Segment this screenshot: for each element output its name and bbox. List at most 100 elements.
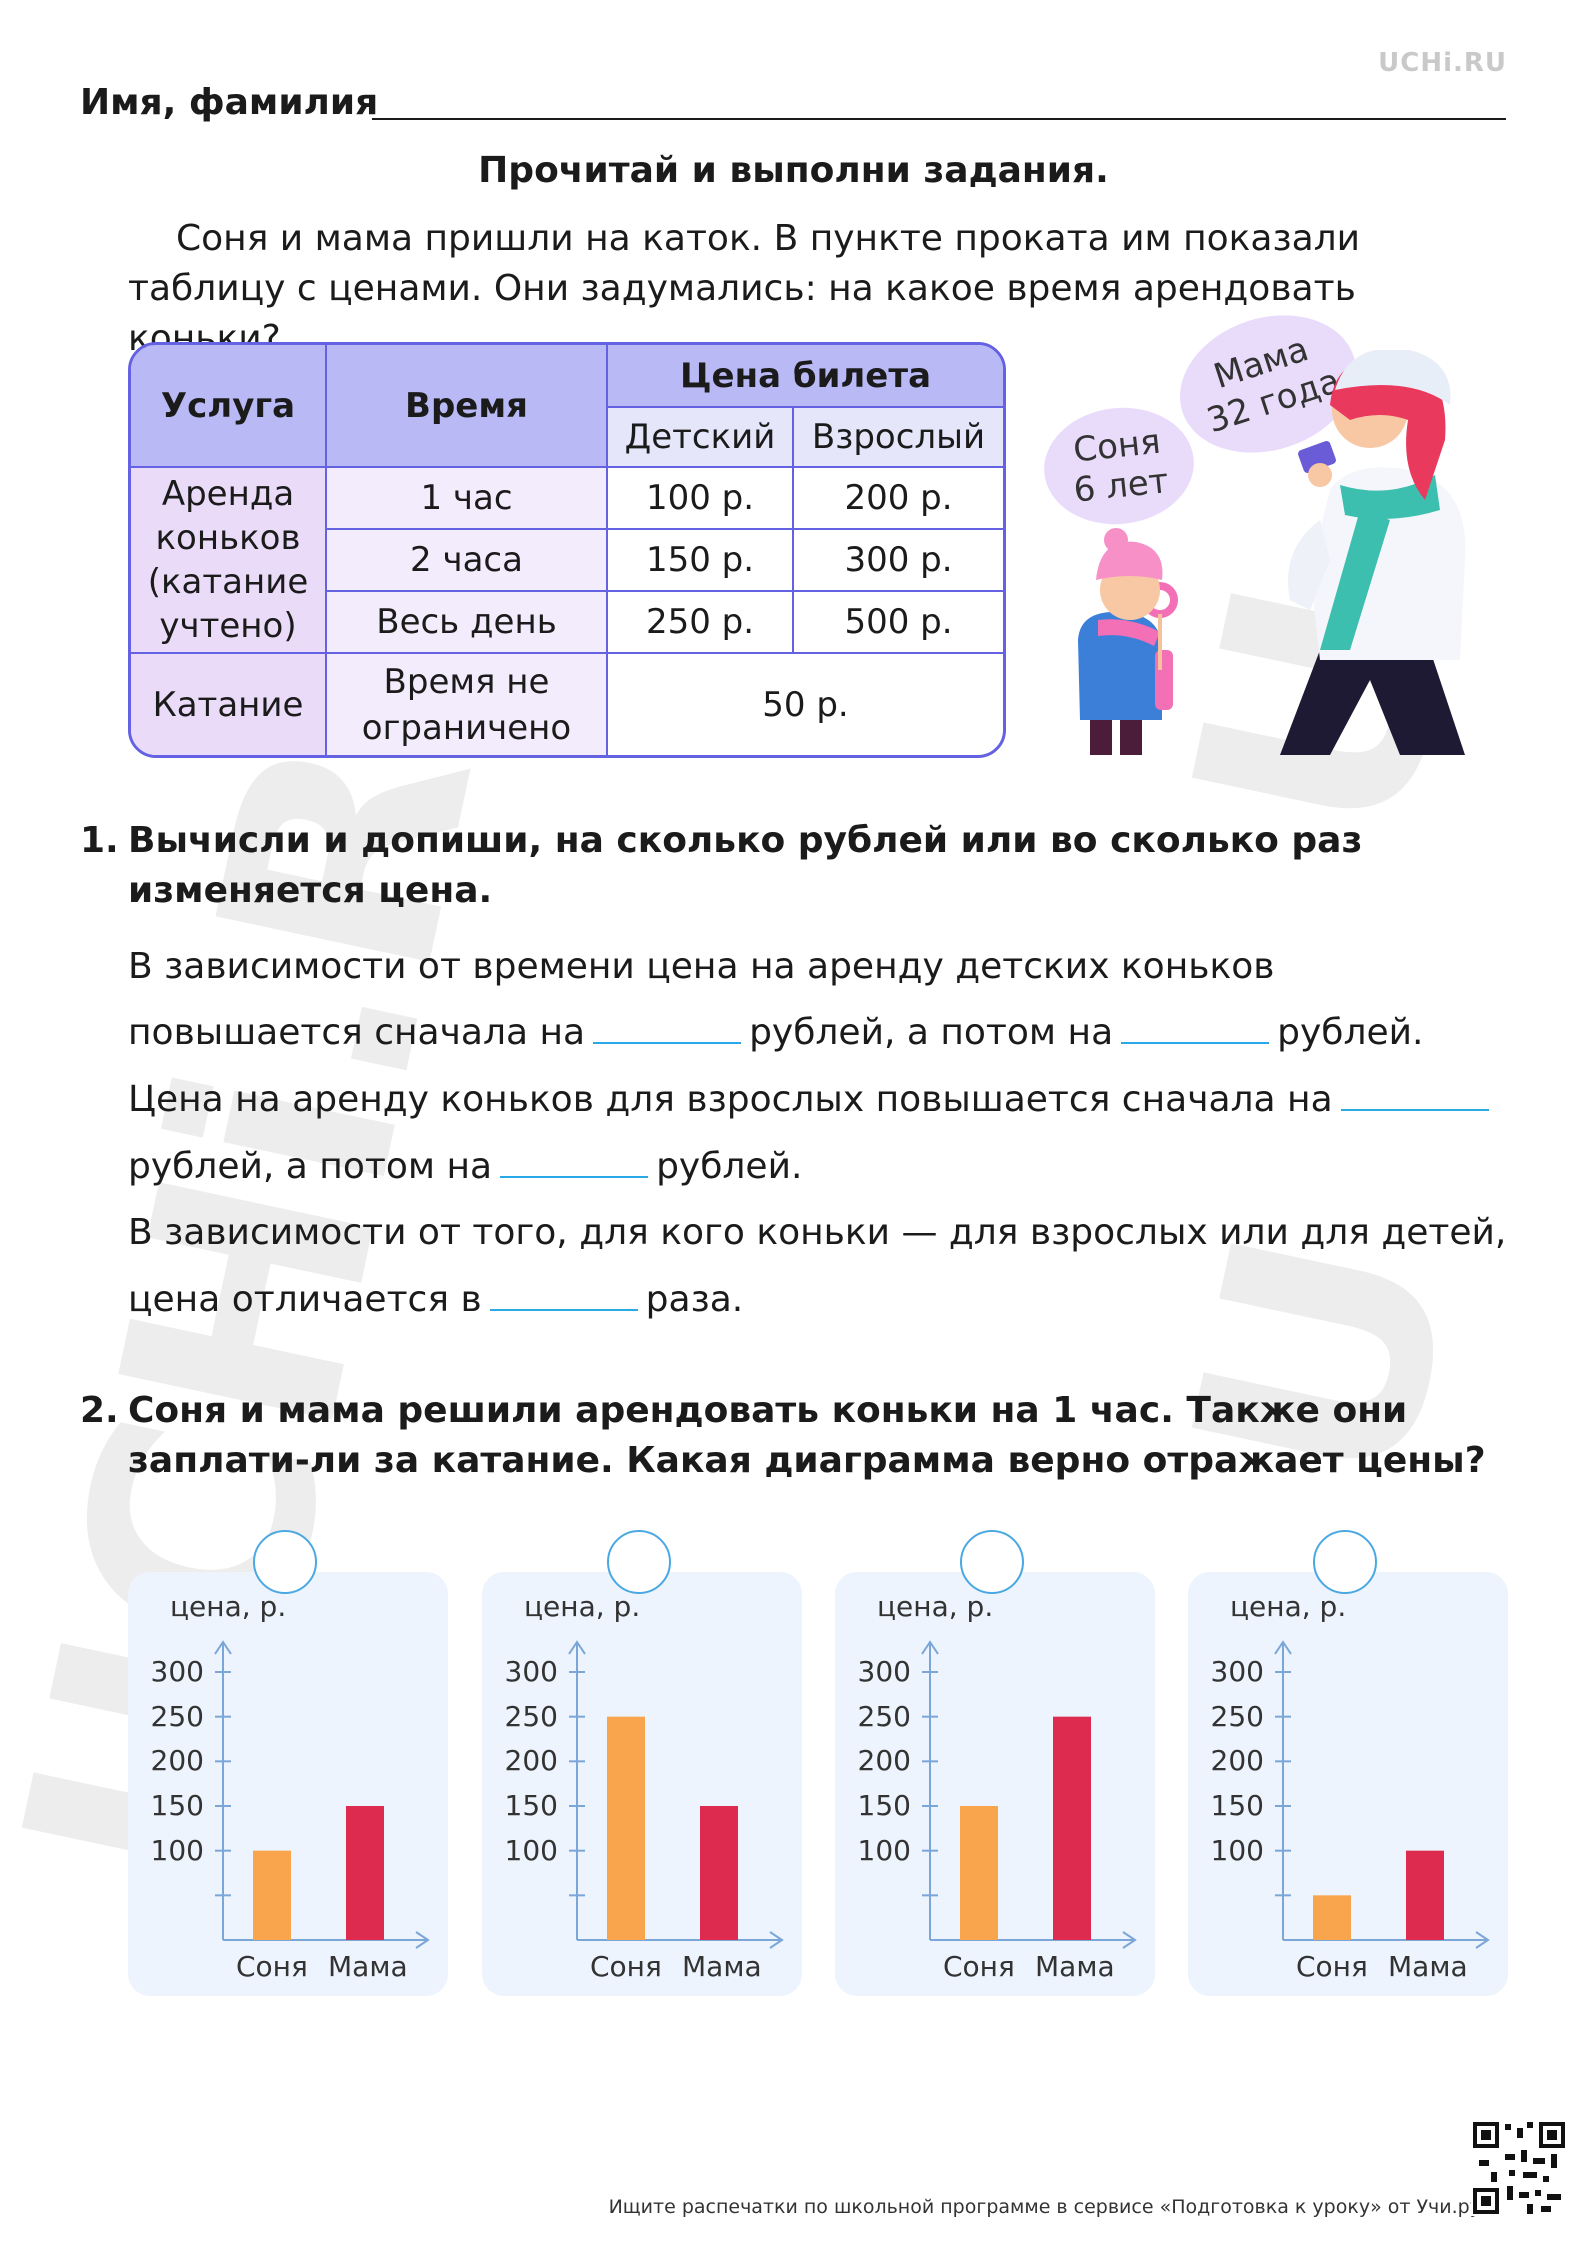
bar-mama	[1406, 1850, 1444, 1940]
task2-title: Соня и мама решили арендовать коньки на …	[128, 1390, 1486, 1481]
y-axis-label: цена, р.	[170, 1590, 287, 1623]
x-category-label: Соня	[236, 1950, 308, 1983]
header-child: Детский	[607, 406, 794, 468]
y-tick-label: 250	[150, 1699, 204, 1733]
rental-label: Аренда коньков (катание учтено)	[131, 466, 327, 654]
qr-code	[1471, 2120, 1567, 2216]
header-service: Услуга	[131, 345, 327, 468]
task1-l6b: раза.	[645, 1279, 744, 1320]
bar-sonya	[253, 1850, 291, 1940]
choice-radio-1[interactable]	[253, 1530, 317, 1594]
x-axis-arrow	[1122, 1931, 1137, 1949]
y-tick-label: 150	[857, 1789, 911, 1822]
y-tick-label: 250	[504, 1699, 558, 1733]
task1: 1. Вычисли и допиши, на сколько рублей и…	[80, 816, 1510, 926]
choice-radio-3[interactable]	[960, 1530, 1024, 1594]
intro-text: Соня и мама пришли на каток. В пункте пр…	[128, 218, 1361, 359]
chart-card-1: цена, р. 100 150 200 250 300 Соня Мама	[128, 1530, 448, 1996]
task1-l4a: рублей, а потом на	[128, 1146, 493, 1187]
chart-card-2: цена, р. 100 150 200 250 300 Соня Мама	[482, 1530, 802, 1996]
brand-logo: UCHi.RU	[1378, 48, 1507, 78]
task1-line3: Цена на аренду коньков для взрослых повы…	[128, 1079, 1497, 1120]
row-time: Весь день	[326, 590, 608, 654]
x-axis-arrow	[769, 1931, 784, 1949]
y-tick-label: 150	[1210, 1789, 1264, 1822]
x-category-label: Мама	[1388, 1950, 1468, 1983]
task1-line2: повышается сначала на рублей, а потом на р…	[128, 1012, 1423, 1053]
skating-time: Время не ограничено	[325, 652, 608, 755]
bar-mama	[700, 1806, 738, 1940]
x-category-label: Мама	[1035, 1950, 1115, 1983]
skating-price: 50 р.	[606, 652, 1003, 755]
y-axis-label: цена, р.	[877, 1590, 994, 1623]
y-axis-arrow	[568, 1640, 586, 1655]
y-tick-label: 100	[150, 1833, 204, 1867]
y-axis-arrow	[921, 1640, 939, 1655]
name-label: Имя, фамилия	[80, 82, 379, 123]
name-line	[372, 118, 1506, 120]
chart-svg	[568, 1640, 784, 1949]
bar-sonya	[960, 1806, 998, 1940]
task2-number: 2.	[80, 1390, 119, 1431]
task1-line4: рублей, а потом на рублей.	[128, 1146, 802, 1187]
answer-blank-3[interactable]	[1340, 1079, 1489, 1111]
chart-card-3: цена, р. 100 150 200 250 300 Соня Мама	[835, 1530, 1155, 1996]
task2: 2. Соня и мама решили арендовать коньки …	[80, 1386, 1510, 1496]
chart-svg	[1274, 1640, 1490, 1949]
chart-card-4: цена, р. 100 150 200 250 300 Соня Мама	[1188, 1530, 1508, 1996]
bar-sonya	[607, 1716, 645, 1940]
answer-blank-5[interactable]	[489, 1279, 638, 1311]
task1-l2a: повышается сначала на	[128, 1012, 586, 1053]
y-tick-label: 250	[1210, 1699, 1264, 1733]
y-tick-label: 100	[857, 1833, 911, 1867]
x-category-label: Мама	[328, 1950, 408, 1983]
page-heading: Прочитай и выполни задания.	[478, 150, 1109, 191]
row-adult-price: 500 р.	[792, 590, 1003, 654]
row-child-price: 100 р.	[606, 466, 794, 530]
bubble-sonya: Соня 6 лет	[1038, 400, 1200, 532]
row-adult-price: 200 р.	[792, 466, 1003, 530]
chart-svg	[921, 1640, 1137, 1949]
task1-l6a: цена отличается в	[128, 1279, 482, 1320]
x-axis-arrow	[1475, 1931, 1490, 1949]
header-price: Цена билета	[606, 345, 1003, 408]
row-time: 1 час	[325, 466, 608, 530]
task1-line1: В зависимости от времени цена на аренду …	[128, 946, 1275, 987]
y-axis-arrow	[214, 1640, 232, 1655]
row-child-price: 250 р.	[606, 590, 794, 654]
bubble-sonya-text: Соня 6 лет	[1071, 421, 1171, 511]
price-table: Услуга Время Цена билета Детский Взрослы…	[128, 342, 1006, 758]
y-tick-label: 150	[504, 1789, 558, 1822]
task1-l3a: Цена на аренду коньков для взрослых повы…	[128, 1079, 1333, 1120]
x-category-label: Соня	[1296, 1950, 1368, 1983]
y-tick-label: 300	[504, 1655, 558, 1688]
y-tick-label: 250	[857, 1699, 911, 1733]
answer-blank-1[interactable]	[593, 1012, 742, 1044]
answer-blank-4[interactable]	[500, 1146, 649, 1178]
task1-line6: цена отличается в раза.	[128, 1279, 743, 1320]
choice-radio-4[interactable]	[1313, 1530, 1377, 1594]
y-tick-label: 100	[1210, 1833, 1264, 1867]
choice-radio-2[interactable]	[607, 1530, 671, 1594]
y-tick-label: 300	[857, 1655, 911, 1688]
x-category-label: Мама	[682, 1950, 762, 1983]
mother-illustration	[1280, 350, 1466, 755]
y-tick-label: 200	[1210, 1744, 1264, 1778]
task1-line5: В зависимости от того, для кого коньки —…	[128, 1212, 1507, 1253]
task1-l2c: рублей.	[1277, 1012, 1424, 1053]
answer-blank-2[interactable]	[1121, 1012, 1270, 1044]
child-illustration	[1078, 528, 1178, 755]
x-category-label: Соня	[590, 1950, 662, 1983]
x-category-label: Соня	[943, 1950, 1015, 1983]
task1-l2b: рублей, а потом на	[749, 1012, 1114, 1053]
y-tick-label: 100	[504, 1833, 558, 1867]
footer-text: Ищите распечатки по школьной программе в…	[608, 2196, 1487, 2218]
bar-mama	[1053, 1716, 1091, 1940]
header-adult: Взрослый	[792, 406, 1003, 468]
y-axis-arrow	[1274, 1640, 1292, 1655]
x-axis-arrow	[415, 1931, 430, 1949]
y-tick-label: 200	[857, 1744, 911, 1778]
chart-svg	[214, 1640, 430, 1949]
row-time: 2 часа	[326, 528, 608, 592]
y-tick-label: 150	[150, 1789, 204, 1822]
